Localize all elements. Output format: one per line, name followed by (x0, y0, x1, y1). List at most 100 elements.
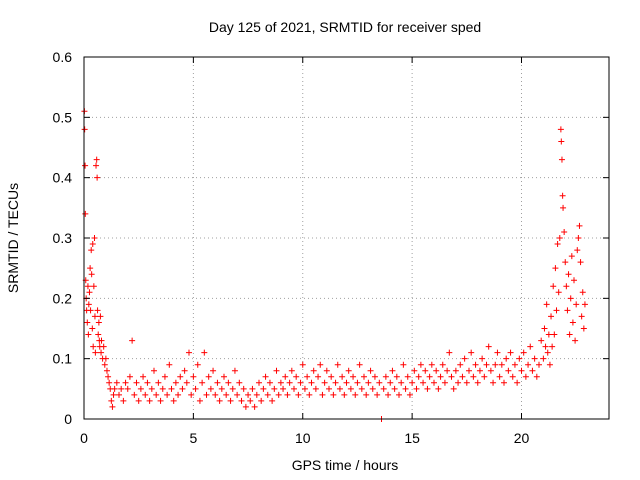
data-point (321, 379, 328, 386)
data-point (420, 379, 427, 386)
y-tick-label: 0.6 (53, 49, 73, 65)
data-point (404, 373, 411, 380)
data-point (507, 349, 514, 356)
data-point (98, 349, 105, 356)
data-point (581, 301, 588, 308)
data-point (546, 361, 553, 368)
data-point (106, 379, 113, 386)
data-point (479, 355, 486, 362)
data-point (538, 337, 545, 344)
data-point (389, 367, 396, 374)
data-point (520, 349, 527, 356)
data-point (559, 192, 566, 199)
data-point (483, 361, 490, 368)
data-point (282, 373, 289, 380)
data-point (89, 325, 96, 332)
data-point (87, 307, 94, 314)
data-point (144, 379, 151, 386)
data-point (179, 385, 186, 392)
data-point (188, 391, 195, 398)
x-tick-label: 5 (189, 430, 197, 446)
data-point (194, 361, 201, 368)
data-point (450, 385, 457, 392)
data-point (153, 391, 160, 398)
x-tick-label: 20 (514, 430, 530, 446)
data-point (518, 367, 525, 374)
data-point (561, 228, 568, 235)
data-point (258, 397, 265, 404)
data-point (280, 385, 287, 392)
data-point (288, 367, 295, 374)
data-point (334, 361, 341, 368)
data-point (101, 361, 108, 368)
data-point (578, 313, 585, 320)
data-point (540, 355, 547, 362)
data-point (474, 379, 481, 386)
data-point (242, 403, 249, 410)
data-point (266, 379, 273, 386)
data-point (85, 301, 92, 308)
data-point (183, 379, 190, 386)
data-point (275, 391, 282, 398)
data-point (330, 391, 337, 398)
data-point (273, 367, 280, 374)
data-point (437, 373, 444, 380)
data-point (511, 361, 518, 368)
data-point (558, 156, 565, 163)
data-point (363, 391, 370, 398)
data-point (553, 307, 560, 314)
data-point (369, 385, 376, 392)
data-point (341, 391, 348, 398)
data-point (111, 385, 118, 392)
data-point (120, 397, 127, 404)
data-point (358, 385, 365, 392)
data-point (576, 222, 583, 229)
data-point (140, 373, 147, 380)
data-point (336, 385, 343, 392)
y-tick-label: 0.5 (53, 109, 73, 125)
data-point (579, 289, 586, 296)
data-point (100, 343, 107, 350)
data-point (92, 349, 99, 356)
data-point (574, 247, 581, 254)
data-point (93, 162, 100, 169)
data-point (543, 301, 550, 308)
data-point (317, 361, 324, 368)
data-point (102, 355, 109, 362)
data-point (551, 331, 558, 338)
data-point (476, 367, 483, 374)
data-point (461, 355, 468, 362)
data-point (563, 283, 570, 290)
data-point (293, 373, 300, 380)
data-point (312, 385, 319, 392)
data-point (98, 337, 105, 344)
chart-title: Day 125 of 2021, SRMTID for receiver spe… (209, 19, 481, 35)
data-point (463, 379, 470, 386)
data-point (571, 277, 577, 284)
data-point (393, 373, 400, 380)
data-point (398, 379, 405, 386)
data-point (556, 235, 563, 241)
data-point (301, 385, 308, 392)
data-point (431, 379, 437, 386)
data-point (422, 367, 429, 374)
y-tick-label: 0 (64, 411, 72, 427)
data-point (382, 373, 389, 380)
x-tick-label: 10 (295, 430, 311, 446)
data-point (247, 397, 254, 404)
data-point (260, 385, 267, 392)
data-point (542, 343, 549, 350)
data-point (212, 391, 219, 398)
data-point (168, 385, 175, 392)
data-point (560, 204, 567, 211)
data-point (109, 403, 116, 410)
data-point (347, 385, 354, 392)
data-point (94, 307, 101, 314)
data-point (199, 379, 206, 386)
data-point (494, 349, 501, 356)
data-point (417, 361, 424, 368)
data-point (568, 253, 575, 260)
data-point (485, 343, 492, 350)
data-point (151, 367, 157, 374)
data-point (126, 373, 133, 380)
